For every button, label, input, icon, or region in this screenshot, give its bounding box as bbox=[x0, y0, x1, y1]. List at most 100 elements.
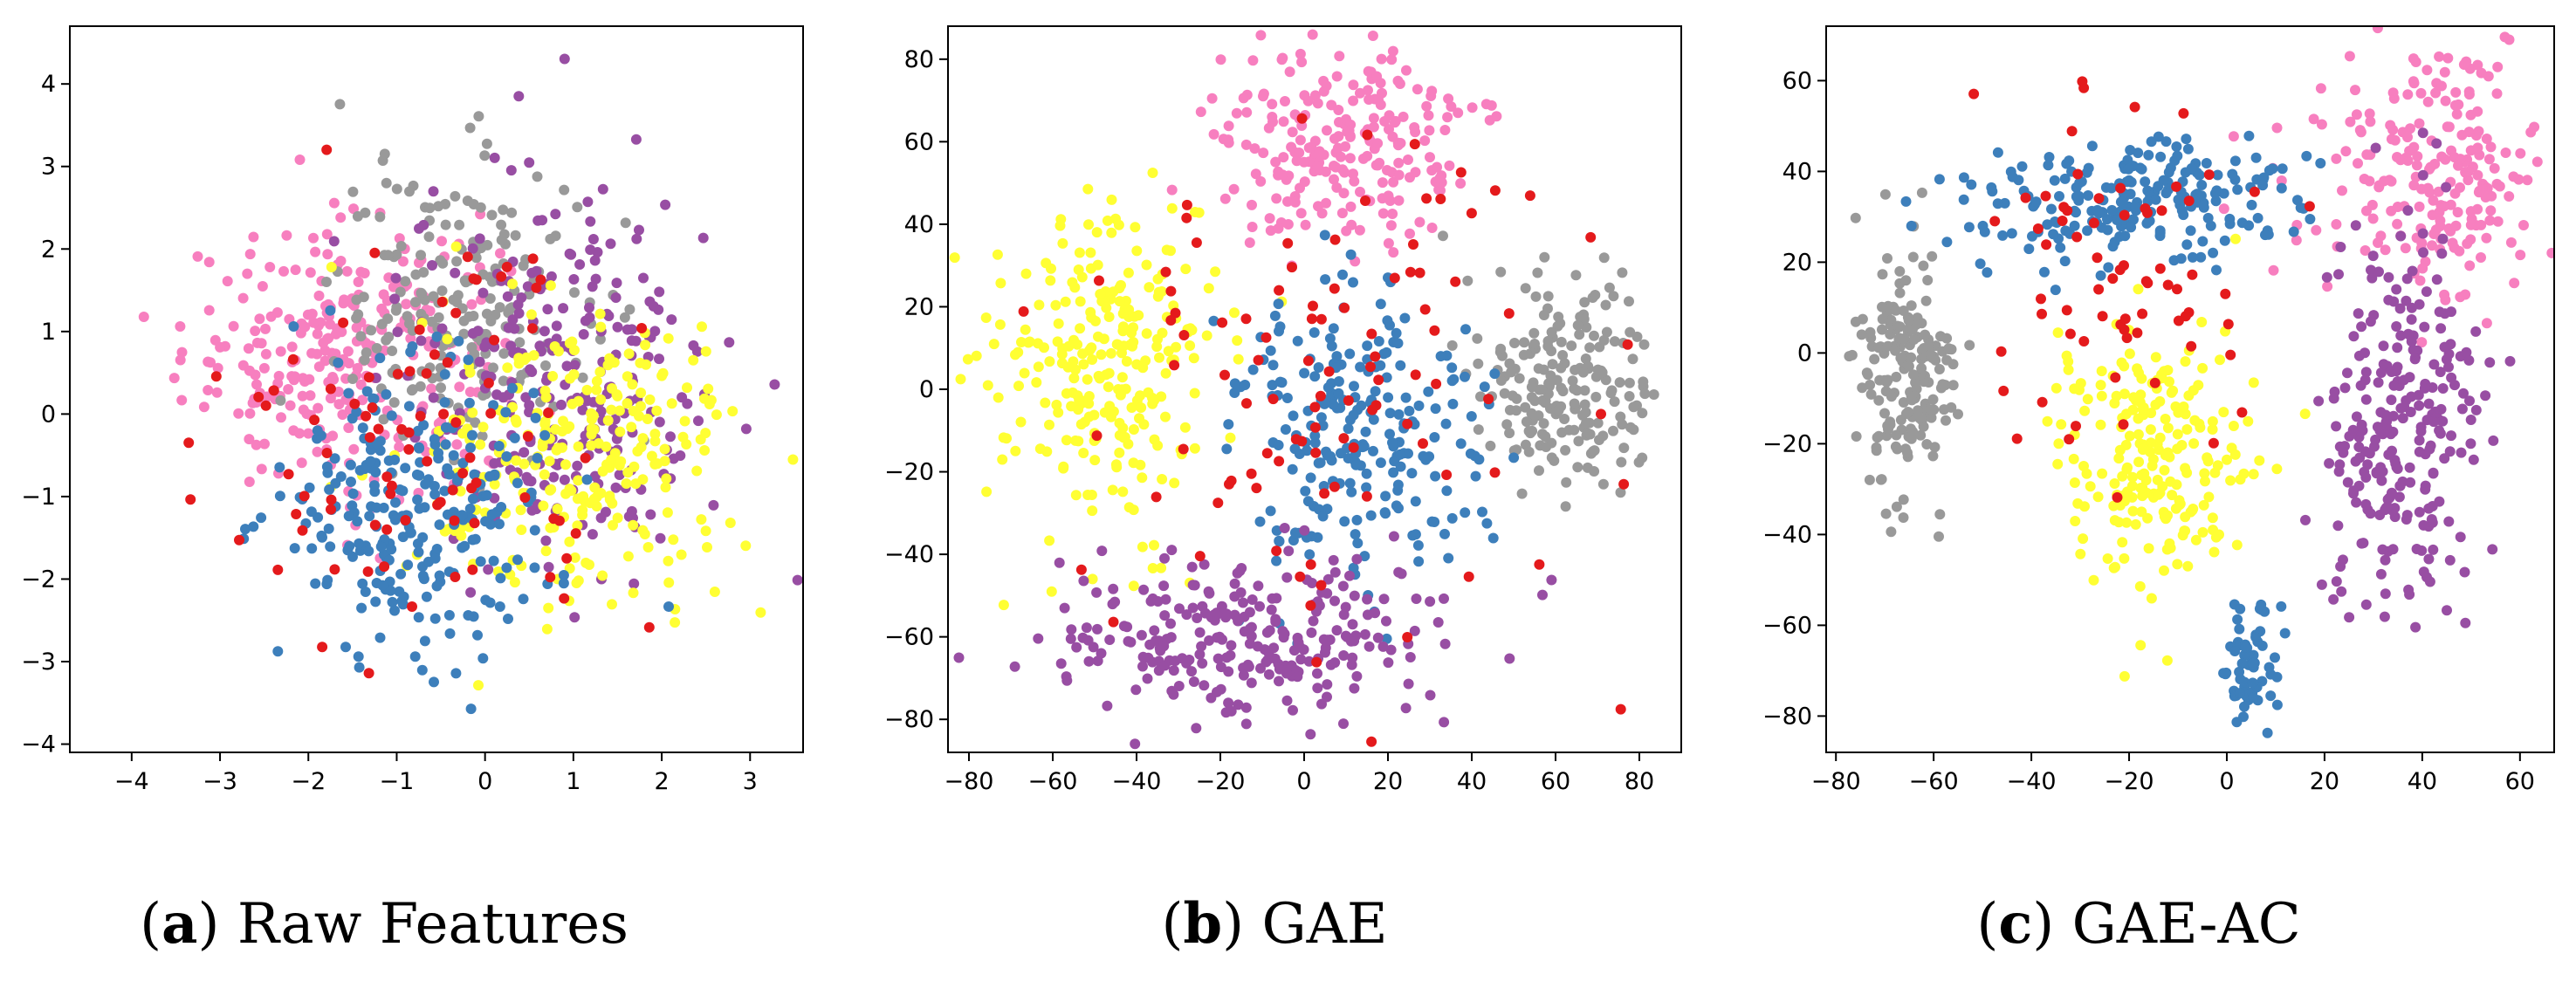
scatter-point-purple bbox=[1186, 561, 1198, 573]
scatter-point-purple bbox=[587, 529, 598, 540]
scatter-point-blue bbox=[398, 591, 409, 602]
scatter-point-gray bbox=[355, 331, 367, 342]
scatter-point-pink bbox=[1421, 100, 1432, 112]
scatter-point-blue bbox=[439, 485, 450, 497]
scatter-point-blue bbox=[2194, 169, 2205, 181]
scatter-point-blue bbox=[2150, 194, 2161, 205]
scatter-point-purple bbox=[708, 499, 719, 511]
scatter-point-gray bbox=[1927, 394, 1939, 405]
scatter-point-red bbox=[2142, 278, 2154, 289]
scatter-point-purple bbox=[590, 273, 601, 285]
scatter-point-red bbox=[1389, 272, 1400, 284]
scatter-point-blue bbox=[2086, 141, 2098, 152]
scatter-point-gray bbox=[1495, 375, 1507, 386]
scatter-point-pink bbox=[2436, 80, 2447, 92]
scatter-point-purple bbox=[1246, 677, 1257, 689]
scatter-point-purple bbox=[2428, 468, 2439, 479]
scatter-point-purple bbox=[2418, 519, 2429, 531]
scatter-point-gray bbox=[1557, 350, 1569, 360]
scatter-point-pink bbox=[222, 276, 233, 287]
scatter-point-pink bbox=[352, 362, 363, 374]
scatter-point-yellow bbox=[1112, 339, 1123, 350]
scatter-point-yellow bbox=[1060, 296, 1071, 307]
scatter-point-red bbox=[429, 349, 440, 360]
scatter-point-pink bbox=[2401, 152, 2412, 163]
scatter-point-purple bbox=[612, 321, 623, 333]
scatter-point-blue bbox=[1274, 326, 1284, 337]
scatter-point-red bbox=[1596, 408, 1606, 420]
scatter-point-gray bbox=[1516, 488, 1528, 499]
scatter-point-purple bbox=[559, 53, 570, 65]
x-tick-label: 0 bbox=[1296, 768, 1311, 795]
scatter-point-purple bbox=[2420, 480, 2431, 491]
y-tick-label: −40 bbox=[1762, 521, 1812, 548]
scatter-point-pink bbox=[2344, 51, 2355, 62]
scatter-point-pink bbox=[2417, 263, 2428, 274]
scatter-point-pink bbox=[1247, 55, 1259, 66]
scatter-point-gray bbox=[352, 210, 363, 222]
scatter-point-purple bbox=[1181, 609, 1192, 621]
scatter-point-purple bbox=[542, 304, 553, 315]
scatter-point-gray bbox=[1627, 353, 1638, 365]
scatter-point-red bbox=[2162, 279, 2174, 291]
scatter-point-gray bbox=[1504, 428, 1515, 439]
scatter-point-yellow bbox=[557, 442, 567, 453]
scatter-point-blue bbox=[2153, 131, 2164, 142]
scatter-point-blue bbox=[477, 653, 489, 664]
scatter-point-red bbox=[1450, 276, 1461, 287]
scatter-point-blue bbox=[377, 580, 388, 591]
scatter-point-pink bbox=[2331, 219, 2342, 230]
scatter-point-pink bbox=[1295, 48, 1306, 59]
scatter-point-pink bbox=[2463, 166, 2474, 177]
scatter-point-pink bbox=[1264, 213, 1275, 224]
scatter-point-gray bbox=[540, 360, 551, 371]
scatter-point-blue bbox=[1966, 179, 1977, 190]
y-tick-label: 40 bbox=[904, 211, 934, 238]
scatter-point-gray bbox=[1947, 380, 1959, 391]
scatter-point-purple bbox=[1152, 596, 1164, 607]
scatter-point-purple bbox=[1288, 704, 1298, 716]
scatter-point-purple bbox=[558, 303, 569, 314]
scatter-point-yellow bbox=[1020, 324, 1031, 335]
scatter-point-pink bbox=[1386, 54, 1398, 65]
scatter-point-purple bbox=[644, 296, 656, 307]
scatter-point-purple bbox=[2367, 250, 2379, 262]
scatter-point-blue bbox=[530, 412, 541, 423]
scatter-point-blue bbox=[439, 368, 450, 380]
scatter-point-gray bbox=[1540, 431, 1551, 443]
scatter-point-red bbox=[450, 417, 462, 428]
scatter-point-purple bbox=[2413, 389, 2424, 401]
scatter-point-blue bbox=[2125, 145, 2136, 155]
scatter-point-pink bbox=[258, 362, 270, 374]
axes-frame bbox=[69, 25, 804, 753]
scatter-point-yellow bbox=[1070, 435, 1082, 446]
scatter-point-yellow bbox=[1160, 367, 1171, 379]
scatter-point-pink bbox=[312, 446, 323, 457]
scatter-point-gray bbox=[1617, 267, 1628, 278]
scatter-point-pink bbox=[1322, 125, 1332, 136]
scatter-point-purple bbox=[2414, 506, 2425, 518]
scatter-point-purple bbox=[521, 471, 532, 483]
scatter-point-pink bbox=[2364, 108, 2375, 120]
scatter-point-gray bbox=[1551, 374, 1563, 386]
scatter-point-red bbox=[1261, 448, 1273, 459]
scatter-point-purple bbox=[2356, 419, 2367, 430]
scatter-point-yellow bbox=[2182, 560, 2194, 572]
y-tick-label: 0 bbox=[919, 376, 934, 403]
scatter-point-blue bbox=[512, 554, 523, 566]
y-tick-label: 3 bbox=[41, 154, 56, 181]
scatter-point-gray bbox=[1937, 379, 1948, 390]
scatter-point-purple bbox=[1351, 553, 1363, 565]
scatter-point-purple bbox=[1396, 568, 1407, 580]
scatter-point-pink bbox=[2449, 188, 2461, 199]
scatter-point-pink bbox=[244, 477, 255, 487]
scatter-point-yellow bbox=[2143, 543, 2154, 554]
scatter-point-blue bbox=[2181, 239, 2193, 250]
scatter-point-yellow bbox=[2130, 518, 2141, 530]
scatter-point-gray bbox=[1886, 526, 1897, 538]
scatter-point-yellow bbox=[2056, 419, 2067, 430]
scatter-point-blue bbox=[2055, 242, 2066, 253]
scatter-point-gray bbox=[1898, 397, 1909, 408]
scatter-point-gray bbox=[471, 252, 482, 264]
